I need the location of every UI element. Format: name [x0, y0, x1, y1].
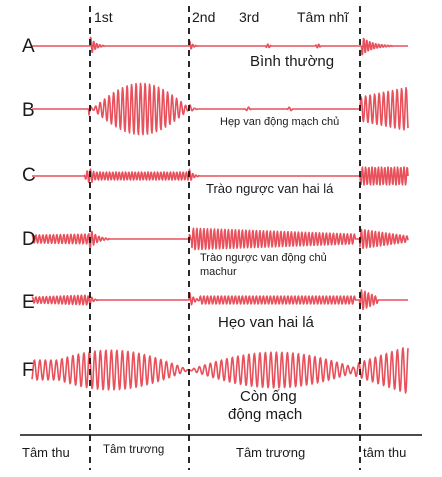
- row-letter-e: E: [22, 292, 35, 313]
- header-s1: 1st: [94, 9, 113, 25]
- footer-diastole-2: Tâm trương: [236, 445, 306, 460]
- caption-f-line1: Còn ống: [240, 388, 297, 405]
- caption-e: Hẹo van hai lá: [218, 314, 314, 331]
- guide-lines: [20, 6, 422, 470]
- header-s2: 2nd: [192, 9, 216, 25]
- row-letter-f: F: [22, 360, 34, 381]
- row-letter-c: C: [22, 165, 36, 186]
- footer-systole-left: Tâm thu: [22, 445, 70, 460]
- caption-d-line2: machur: [200, 266, 237, 278]
- header-s3: 3rd: [239, 9, 260, 25]
- waveform-group: [31, 36, 409, 394]
- caption-c: Trào ngược van hai lá: [206, 181, 334, 196]
- waveform-e: [31, 289, 409, 311]
- row-letter-a: A: [22, 36, 35, 57]
- waveform-a: [31, 36, 409, 56]
- caption-d-line1: Trào ngược van động chủ: [200, 252, 327, 264]
- waveform-f: [31, 347, 409, 394]
- waveform-c: [31, 166, 409, 186]
- waveform-d: [31, 227, 409, 251]
- row-letter-d: D: [22, 229, 36, 250]
- footer-diastole-1: Tâm trương: [103, 444, 165, 456]
- row-letter-b: B: [22, 100, 35, 121]
- caption-a: Bình thường: [250, 53, 335, 70]
- waveform-b: [31, 82, 409, 136]
- caption-f-line2: động mạch: [228, 406, 303, 423]
- footer-systole-right: tâm thu: [363, 445, 407, 460]
- caption-b: Hẹp van động mạch chủ: [220, 116, 340, 128]
- header-atrial: Tâm nhĩ: [297, 9, 349, 25]
